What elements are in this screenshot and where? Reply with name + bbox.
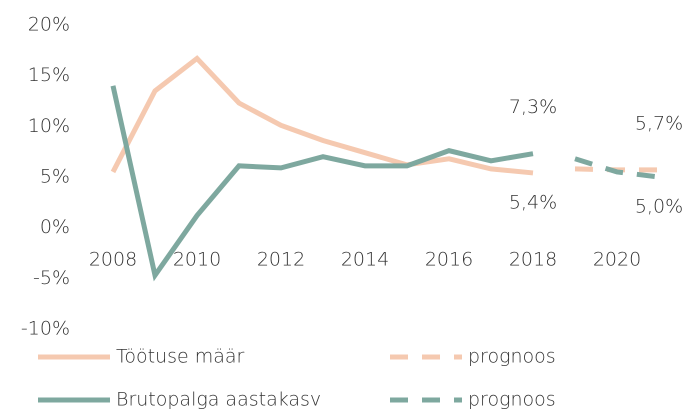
data-label: 5,0% [635, 196, 683, 218]
x-tick-label: 2018 [509, 249, 557, 271]
data-label: 5,4% [509, 191, 557, 213]
x-tick-label: 2014 [341, 249, 389, 271]
x-tick-label: 2020 [593, 249, 641, 271]
data-label: 7,3% [509, 96, 557, 118]
series-line [110, 55, 534, 176]
legend-label: prognoos [468, 346, 556, 368]
y-tick-label: 15% [28, 64, 70, 86]
data-label: 5,7% [635, 112, 683, 134]
legend-label: Brutopalga aastakasv [116, 389, 321, 411]
y-tick-label: 0% [40, 216, 70, 238]
x-tick-label: 2012 [257, 249, 305, 271]
legend-label: prognoos [468, 389, 556, 411]
legend-label: Töötuse määr [116, 346, 245, 368]
x-tick-label: 2016 [425, 249, 473, 271]
x-tick-label: 2008 [89, 249, 137, 271]
x-tick-label: 2010 [173, 249, 221, 271]
y-tick-label: 20% [28, 14, 70, 36]
series-line [110, 85, 534, 282]
y-tick-label: 10% [28, 115, 70, 137]
series-line [574, 156, 660, 180]
y-tick-label: -5% [33, 267, 70, 289]
y-tick-label: 5% [40, 166, 70, 188]
y-tick-label: -10% [21, 318, 70, 340]
